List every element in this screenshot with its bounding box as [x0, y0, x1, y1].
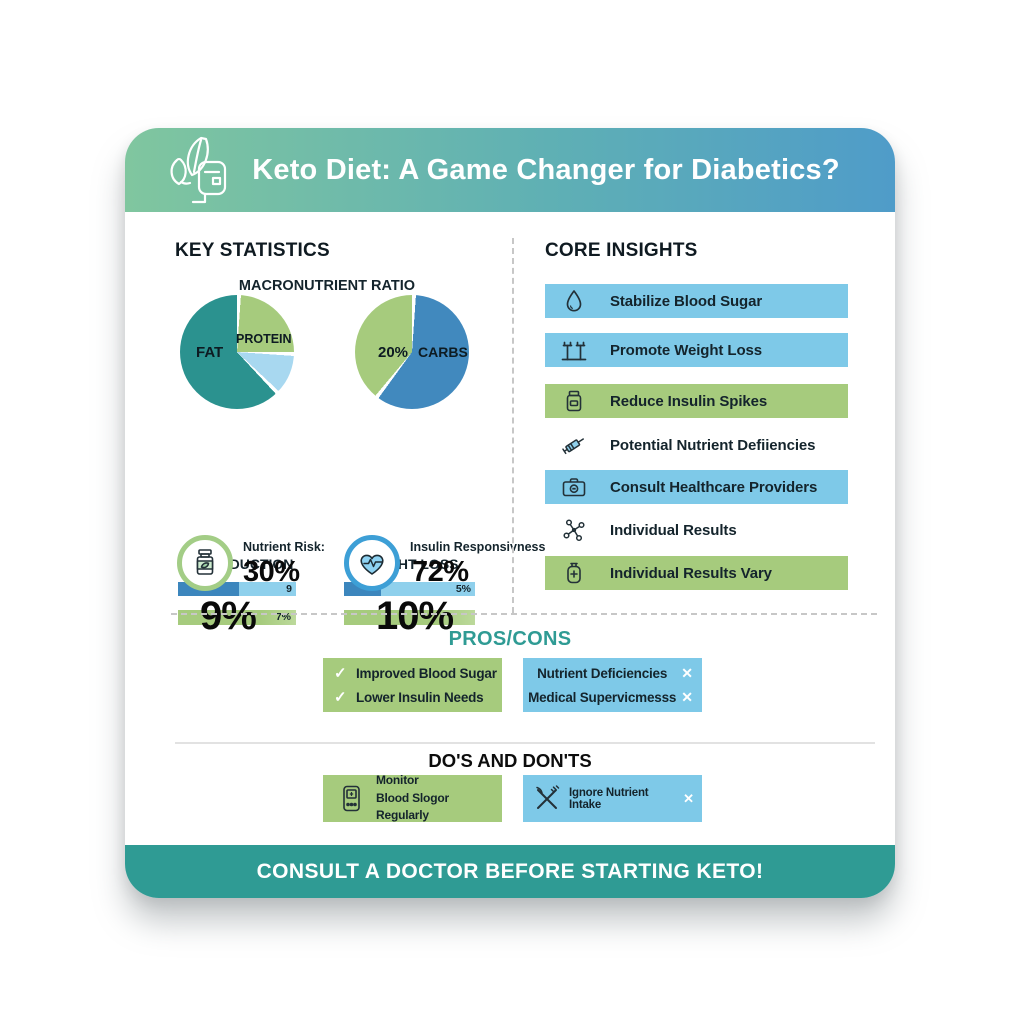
- core-insights-heading: CORE INSIGHTS: [545, 240, 698, 261]
- insight-label: Stabilize Blood Sugar: [610, 292, 763, 310]
- pro-item: ✓ Lower Insulin Needs: [334, 689, 484, 706]
- insight-individual-results: Individual Results: [545, 513, 848, 547]
- insulin-value: 72%: [412, 556, 469, 588]
- dont-box: Ignore Nutrient Intake ✕: [523, 775, 702, 822]
- check-icon: ✓: [334, 665, 347, 682]
- insight-nutrient-deficiencies: Potential Nutrient Defiiencies: [545, 428, 848, 462]
- pros-cons-heading: PROS/CONS: [448, 628, 572, 650]
- heart-pulse-icon: [355, 546, 389, 580]
- cons-box: Nutrient Deficiencies ✕ Medical Supervic…: [523, 658, 702, 712]
- macronutrient-pie-chart: FAT PROTEIN: [180, 295, 294, 409]
- pie-label-20pct: 20%: [378, 344, 409, 361]
- crossed-utensils-icon: [530, 782, 564, 816]
- flask-plus-icon: [558, 560, 590, 586]
- glucose-meter-icon: [336, 783, 366, 815]
- pros-box: ✓ Improved Blood Sugar ✓ Lower Insulin N…: [323, 658, 502, 712]
- con-item: Nutrient Deficiencies ✕: [537, 664, 693, 681]
- pill-jar-icon: [558, 388, 590, 414]
- key-statistics-heading: KEY STATISTICS: [175, 240, 330, 261]
- do-box: Monitor Blood Slogor Regularly: [323, 773, 502, 823]
- pie-label-protein: PROTEIN: [236, 332, 292, 346]
- page-title: Keto Diet: A Game Changer for Diabetics?: [252, 153, 840, 186]
- pro-item: ✓ Improved Blood Sugar: [334, 665, 497, 682]
- medical-kit-icon: [558, 475, 590, 499]
- insight-label: Promote Weight Loss: [610, 341, 763, 359]
- nutrient-risk-label: Nutrient Risk:: [243, 540, 325, 554]
- dos-donts-heading: DO'S AND DON'TS: [428, 750, 592, 771]
- network-icon: [558, 517, 590, 543]
- weight-loss-value: 10%: [376, 594, 454, 638]
- check-icon: ✓: [334, 689, 347, 706]
- leaf-glucose-meter-icon: [155, 130, 239, 210]
- weight-loss-bar-label: 5%: [455, 583, 471, 595]
- insulin-ring: [344, 535, 400, 591]
- insight-promote-weight-loss: Promote Weight Loss: [545, 333, 848, 367]
- nutrient-risk-ring: [177, 535, 233, 591]
- insight-results-vary: Individual Results Vary: [545, 556, 848, 590]
- do-text: Monitor Blood Slogor Regularly: [376, 773, 449, 823]
- droplet-icon: [558, 288, 590, 314]
- carbs-pie-chart: 20% CARBS: [355, 295, 469, 409]
- core-insights-list: Stabilize Blood Sugar Promote Weight Los…: [545, 284, 848, 594]
- supplement-bottle-icon: [188, 546, 222, 580]
- nutrient-risk-value: 30%: [243, 556, 300, 588]
- infographic-card: Keto Diet: A Game Changer for Diabetics?…: [125, 128, 895, 898]
- macronutrient-ratio-title: MACRONUTRIENT RATIO: [238, 278, 416, 294]
- syringe-icon: [558, 431, 590, 459]
- insight-label: Reduce Insulin Spikes: [610, 392, 768, 410]
- insight-label: Potential Nutrient Defiiencies: [610, 436, 816, 454]
- scale-icon: [558, 337, 590, 363]
- insight-stabilize-blood-sugar: Stabilize Blood Sugar: [545, 284, 848, 318]
- a1c-value: 9%: [200, 594, 257, 638]
- x-icon: ✕: [681, 688, 693, 705]
- a1c-bar-label: 9: [286, 583, 292, 595]
- horizontal-dashed-divider: [171, 613, 877, 615]
- x-icon: ✕: [683, 790, 694, 806]
- insight-label: Consult Healthcare Providers: [610, 478, 818, 496]
- pie-label-carbs: CARBS: [418, 344, 468, 360]
- x-icon: ✕: [681, 664, 693, 681]
- pie-label-fat: FAT: [196, 344, 224, 361]
- header-banner: Keto Diet: A Game Changer for Diabetics?: [125, 128, 895, 212]
- insight-consult-providers: Consult Healthcare Providers: [545, 470, 848, 504]
- footer-banner: CONSULT A DOCTOR BEFORE STARTING KETO!: [125, 845, 895, 898]
- section-divider: [175, 742, 875, 744]
- con-item: Medical Supervicmesss ✕: [528, 688, 693, 705]
- insulin-label: Insulin Responsivness: [410, 540, 546, 554]
- insight-reduce-insulin-spikes: Reduce Insulin Spikes: [545, 384, 848, 418]
- dont-text: Ignore Nutrient Intake: [569, 786, 649, 811]
- vertical-dashed-divider: [512, 238, 514, 613]
- insight-label: Individual Results Vary: [610, 564, 772, 582]
- insight-label: Individual Results: [610, 521, 737, 539]
